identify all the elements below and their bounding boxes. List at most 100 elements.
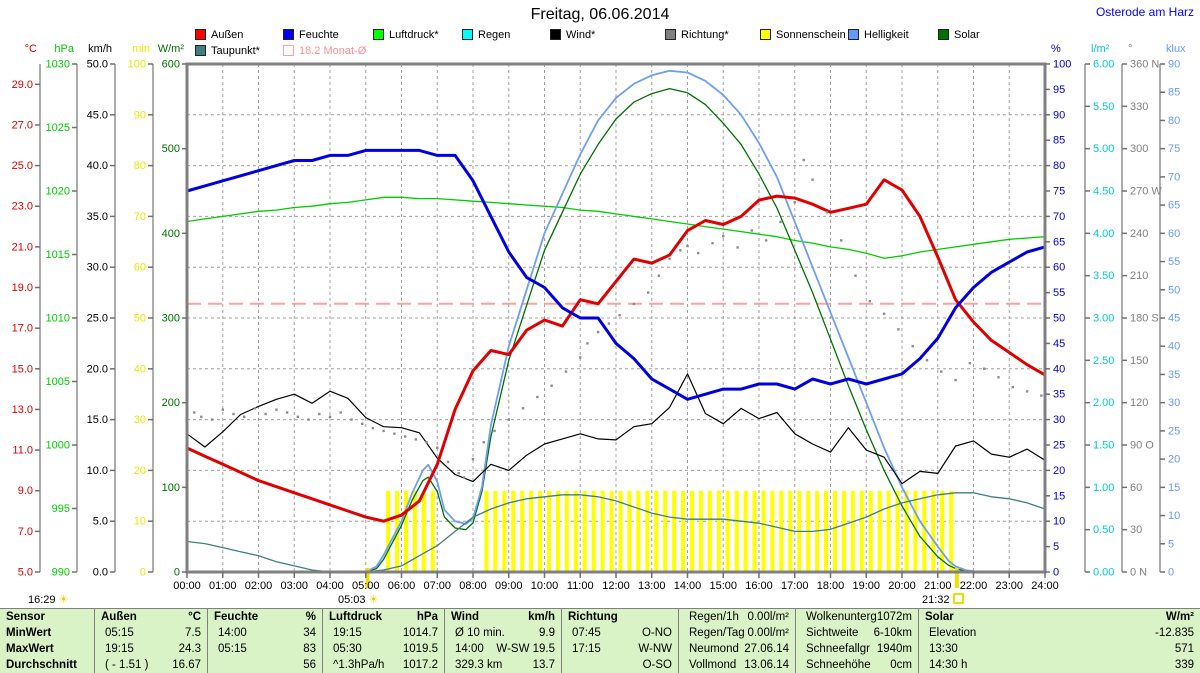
svg-text:21.0: 21.0: [12, 241, 33, 253]
legend-item-wind-[interactable]: Wind*: [550, 29, 595, 42]
svg-text:80: 80: [1168, 115, 1180, 127]
table-cell: 1017.2: [402, 659, 438, 671]
svg-text:60: 60: [1053, 262, 1065, 274]
axis-unit: W/m²: [158, 43, 185, 55]
legend-swatch: [550, 29, 561, 40]
legend-label: Solar: [954, 29, 980, 41]
svg-text:75: 75: [1168, 143, 1180, 155]
svg-text:05:00: 05:00: [352, 580, 380, 592]
table-cell: 05:15: [218, 643, 247, 655]
table-cell: W-NW: [638, 643, 672, 655]
svg-text:5: 5: [1053, 541, 1059, 553]
legend-item-luftdruck-[interactable]: Luftdruck*: [373, 29, 439, 42]
svg-text:990: 990: [52, 567, 70, 579]
axis-unit: min: [132, 43, 150, 55]
legend-item-au-en[interactable]: Außen: [195, 29, 243, 42]
svg-text:11.0: 11.0: [12, 445, 33, 457]
table-row: Neumond 27.06.14: [679, 641, 795, 657]
legend-item-feuchte[interactable]: Feuchte: [283, 29, 339, 42]
svg-text:25: 25: [1168, 425, 1180, 437]
table-cell: 83: [303, 643, 316, 655]
table-row: Schneehöhe 0cm: [796, 657, 918, 673]
table-row: 14:00 W-SW 19.5: [445, 641, 561, 657]
svg-text:100: 100: [162, 482, 180, 494]
svg-text:400: 400: [162, 228, 180, 240]
svg-text:%: %: [1051, 43, 1061, 55]
sunset-label: 21:32: [922, 593, 964, 606]
table-cell: Schneehöhe: [806, 659, 871, 671]
table-cell: Regen/Tag: [689, 627, 745, 639]
legend-swatch: [760, 29, 771, 40]
svg-text:9.0: 9.0: [18, 485, 33, 497]
svg-text:30: 30: [1130, 524, 1142, 536]
svg-text:0: 0: [1053, 567, 1059, 579]
svg-text:200: 200: [162, 397, 180, 409]
svg-text:40.0: 40.0: [87, 160, 108, 172]
table-cell: 19:15: [333, 627, 362, 639]
svg-text:45: 45: [1168, 313, 1180, 325]
legend-label: Wind*: [566, 29, 596, 41]
table-cell: 56: [303, 659, 316, 671]
table-row: 329.3 km 13.7: [445, 657, 561, 673]
svg-text:300: 300: [162, 313, 180, 325]
svg-text:330: 330: [1130, 101, 1148, 113]
legend-label: 18.2 Monat-Ø: [299, 45, 367, 57]
svg-text:18:00: 18:00: [817, 580, 845, 592]
svg-text:2.50: 2.50: [1093, 355, 1114, 367]
legend-item-solar[interactable]: Solar: [938, 29, 980, 42]
table-cell: hPa: [416, 611, 438, 623]
svg-text:6.00: 6.00: [1093, 59, 1114, 71]
table-cell: 329.3 km: [455, 659, 503, 671]
legend-item-taupunkt-[interactable]: Taupunkt*: [195, 45, 260, 58]
svg-text:23.0: 23.0: [12, 201, 33, 213]
table-cell: Neumond: [689, 643, 739, 655]
table-row: 14:00 34: [208, 625, 322, 641]
stats-group: Wolkenunterg 1072m Sichtweite 6-10km Schneef…: [795, 609, 918, 673]
legend-label: Außen: [211, 29, 244, 41]
table-cell: °C: [188, 611, 201, 623]
svg-text:29.0: 29.0: [12, 79, 33, 91]
svg-text:240: 240: [1130, 228, 1148, 240]
svg-text:19.0: 19.0: [12, 282, 33, 294]
svg-text:25.0: 25.0: [87, 313, 108, 325]
svg-text:85: 85: [1053, 135, 1065, 147]
svg-text:95: 95: [1053, 84, 1065, 96]
table-cell: 14:00: [218, 627, 247, 639]
table-cell: 13.06.14: [744, 659, 789, 671]
legend-swatch: [195, 45, 206, 56]
table-cell: Vollmond: [689, 659, 737, 671]
legend-item-richtung-[interactable]: Richtung*: [665, 29, 729, 42]
svg-text:3.00: 3.00: [1093, 313, 1114, 325]
stats-group: Feuchte% 14:00 34 05:15 83 56: [207, 609, 322, 673]
table-row: Regen/Tag 0.00l/m²: [679, 625, 795, 641]
table-row: MaxWert: [0, 641, 94, 657]
table-cell: 339: [1174, 659, 1194, 671]
legend-item-regen[interactable]: Regen: [462, 29, 510, 42]
table-row: Sichtweite 6-10km: [796, 625, 918, 641]
svg-text:1005: 1005: [46, 376, 70, 388]
svg-text:995: 995: [52, 503, 70, 515]
svg-text:210: 210: [1130, 270, 1148, 282]
legend-item-18-2-monat-[interactable]: 18.2 Monat-Ø: [283, 45, 366, 58]
svg-text:13:00: 13:00: [638, 580, 666, 592]
svg-text:19:00: 19:00: [852, 580, 880, 592]
svg-text:20: 20: [134, 465, 146, 477]
table-cell: O-NO: [641, 627, 672, 639]
svg-text:0: 0: [174, 567, 180, 579]
svg-text:5.0: 5.0: [18, 567, 33, 579]
legend-item-helligkeit[interactable]: Helligkeit: [848, 29, 909, 42]
stats-group: Regen/1h 0.00l/m² Regen/Tag 0.00l/m² Neumond…: [678, 609, 795, 673]
svg-text:25: 25: [1053, 440, 1065, 452]
table-cell: 14:30 h: [929, 659, 968, 671]
svg-text:15: 15: [1053, 490, 1065, 502]
svg-text:90: 90: [1053, 109, 1065, 121]
table-row: 17:15 W-NW: [562, 641, 678, 657]
table-cell: 17:15: [572, 643, 601, 655]
legend-swatch: [848, 29, 859, 40]
table-cell: 0cm: [890, 659, 912, 671]
svg-text:5: 5: [1168, 538, 1174, 550]
page-title: Freitag, 06.06.2014: [530, 6, 670, 23]
legend-label: Luftdruck*: [389, 29, 439, 41]
table-row: Vollmond 13.06.14: [679, 657, 795, 673]
legend-item-sonnenschein[interactable]: Sonnenschein: [760, 29, 846, 42]
